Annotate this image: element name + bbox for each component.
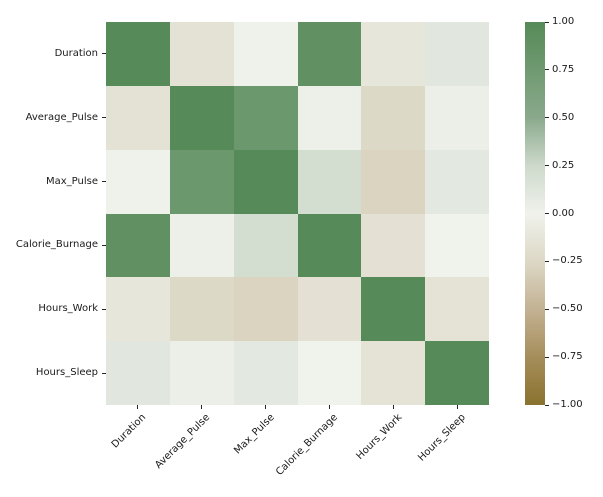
x-tick-label: Hours_Sleep — [416, 412, 468, 464]
heatmap-cell — [425, 85, 490, 151]
y-tick-mark — [102, 308, 106, 310]
heatmap-cell — [297, 213, 362, 278]
heatmap-cell — [425, 149, 490, 214]
y-tick-label: Hours_Work — [38, 303, 98, 315]
x-tick-label: Calorie_Burnage — [274, 412, 341, 478]
heatmap-cell — [361, 85, 426, 151]
x-tick-mark — [201, 405, 203, 409]
x-tick-mark — [392, 405, 394, 409]
heatmap-cell — [169, 277, 235, 342]
heatmap-cell — [233, 213, 298, 278]
x-tick-mark — [265, 405, 267, 409]
y-tick-label: Hours_Sleep — [35, 367, 98, 379]
heatmap-cell — [297, 149, 362, 214]
heatmap-cell — [361, 277, 426, 342]
heatmap-cell — [233, 149, 298, 214]
y-tick-label: Calorie_Burnage — [15, 239, 98, 251]
heatmap-cell — [233, 277, 298, 342]
heatmap-cell — [106, 22, 171, 87]
y-tick-label: Max_Pulse — [45, 175, 98, 187]
colorbar-tick-label: −0.50 — [552, 303, 583, 315]
heatmap-cell — [425, 277, 490, 342]
heatmap-axes — [106, 22, 490, 406]
x-tick-mark — [456, 405, 458, 409]
heatmap-cell — [169, 85, 235, 151]
heatmap-cell — [425, 213, 490, 278]
y-tick-mark — [102, 181, 106, 183]
heatmap-cell — [106, 277, 171, 342]
heatmap-cell — [297, 277, 362, 342]
colorbar — [525, 22, 545, 405]
heatmap-cell — [233, 341, 298, 406]
heatmap-cell — [361, 213, 426, 278]
heatmap-cell — [297, 341, 362, 406]
colorbar-tick-mark — [545, 21, 549, 23]
heatmap-cell — [361, 149, 426, 214]
x-tick-label: Hours_Work — [354, 412, 405, 462]
y-tick-mark — [102, 53, 106, 55]
colorbar-tick-mark — [545, 165, 549, 167]
heatmap-cell — [297, 85, 362, 151]
y-tick-mark — [102, 372, 106, 374]
heatmap-cell — [169, 149, 235, 214]
colorbar-tick-label: 0.00 — [552, 207, 575, 219]
heatmap-cell — [106, 213, 171, 278]
heatmap-cell — [233, 85, 298, 151]
colorbar-tick-mark — [545, 69, 549, 71]
y-tick-label: Duration — [54, 47, 98, 59]
x-tick-mark — [137, 405, 139, 409]
heatmap-cell — [169, 341, 235, 406]
colorbar-tick-mark — [545, 213, 549, 214]
heatmap-cell — [169, 213, 235, 278]
heatmap-cell — [106, 85, 171, 151]
heatmap-cell — [425, 22, 490, 87]
heatmap-cell — [106, 341, 171, 406]
y-tick-label: Average_Pulse — [25, 111, 98, 123]
colorbar-tick-label: 1.00 — [552, 16, 575, 27]
heatmap-cell — [169, 22, 235, 87]
colorbar-tick-mark — [545, 356, 549, 358]
colorbar-tick-label: −0.75 — [552, 351, 583, 363]
colorbar-tick-mark — [545, 260, 549, 262]
colorbar-tick-mark — [545, 308, 549, 310]
colorbar-tick-mark — [545, 117, 549, 119]
colorbar-tick-label: 0.25 — [552, 159, 575, 171]
colorbar-tick-label: 0.75 — [552, 63, 575, 75]
heatmap-cell — [361, 22, 426, 87]
y-tick-mark — [102, 244, 106, 246]
x-tick-label: Average_Pulse — [153, 412, 213, 471]
heatmap-cell — [361, 341, 426, 406]
x-tick-mark — [328, 405, 330, 409]
x-tick-label: Duration — [110, 412, 149, 451]
colorbar-tick-mark — [545, 404, 549, 406]
heatmap-cell — [425, 341, 490, 406]
heatmap-cell — [233, 22, 298, 87]
heatmap-cell — [297, 22, 362, 87]
colorbar-tick-label: −0.25 — [552, 255, 583, 267]
colorbar-tick-label: −1.00 — [552, 399, 583, 410]
colorbar-tick-label: 0.50 — [552, 111, 575, 123]
y-tick-mark — [102, 117, 106, 119]
heatmap-cell — [106, 149, 171, 214]
x-tick-label: Max_Pulse — [231, 412, 277, 457]
